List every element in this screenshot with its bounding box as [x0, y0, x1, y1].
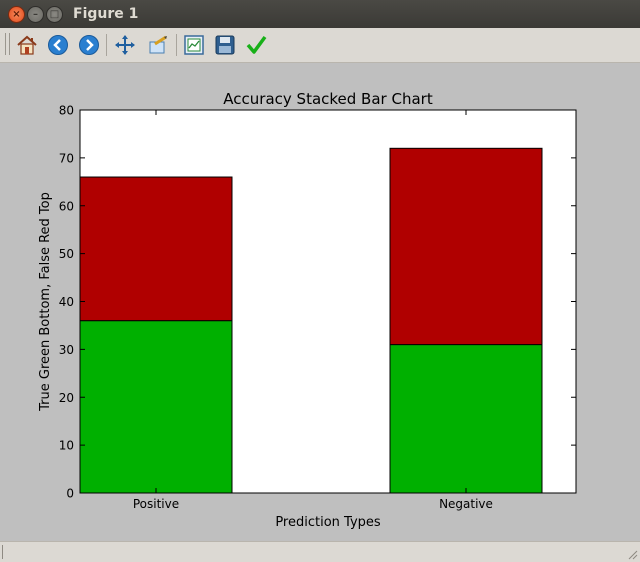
x-axis: Positive Negative [133, 110, 493, 511]
save-button[interactable] [212, 32, 238, 58]
maximize-window-button[interactable]: □ [46, 6, 63, 23]
y-tick-label: 20 [59, 391, 74, 405]
back-button[interactable] [45, 32, 71, 58]
y-tick-label: 40 [59, 295, 74, 309]
window-titlebar[interactable]: × – □ Figure 1 [0, 0, 640, 28]
home-button[interactable] [14, 32, 40, 58]
toolbar-grip[interactable] [5, 33, 10, 55]
y-tick-label: 50 [59, 247, 74, 261]
subplots-icon [184, 35, 204, 55]
y-tick-label: 60 [59, 199, 74, 213]
edit-parameters-button[interactable] [243, 32, 269, 58]
accuracy-chart: 0 10 20 30 40 50 60 70 80 Positive Negative Accur… [38, 90, 577, 530]
window-title: Figure 1 [73, 6, 139, 22]
y-axis-label: True Green Bottom, False Red Top [38, 192, 53, 412]
x-tick-label-positive: Positive [133, 497, 179, 511]
bar-negative-series-0 [389, 344, 543, 494]
back-arrow-icon [48, 35, 68, 55]
y-tick-label: 30 [59, 343, 74, 357]
y-axis: 0 10 20 30 40 50 60 70 80 [59, 104, 576, 501]
minimize-window-button[interactable]: – [27, 6, 44, 23]
bars-group [79, 147, 543, 494]
x-axis-label: Prediction Types [275, 515, 381, 530]
bar-positive-series-0 [79, 320, 233, 494]
status-divider [2, 545, 3, 559]
close-window-button[interactable]: × [8, 6, 25, 23]
y-tick-label: 10 [59, 439, 74, 453]
bar-positive-series-1 [79, 176, 233, 322]
zoom-button[interactable] [145, 32, 171, 58]
resize-grip-icon[interactable] [626, 548, 638, 560]
home-icon [17, 35, 37, 55]
status-bar [0, 541, 640, 562]
zoom-icon [149, 35, 167, 54]
check-icon [246, 35, 267, 54]
forward-button[interactable] [76, 32, 102, 58]
chart-title: Accuracy Stacked Bar Chart [223, 90, 433, 108]
configure-subplots-button[interactable] [181, 32, 207, 58]
x-tick-label-negative: Negative [439, 497, 493, 511]
bar-negative-series-1 [389, 147, 543, 346]
forward-arrow-icon [79, 35, 99, 55]
y-tick-label: 80 [59, 104, 74, 118]
navigation-toolbar [0, 28, 640, 63]
pan-icon [115, 35, 135, 55]
pan-button[interactable] [112, 32, 138, 58]
y-tick-label: 0 [66, 487, 74, 501]
y-tick-label: 70 [59, 151, 74, 165]
save-icon [215, 35, 235, 55]
